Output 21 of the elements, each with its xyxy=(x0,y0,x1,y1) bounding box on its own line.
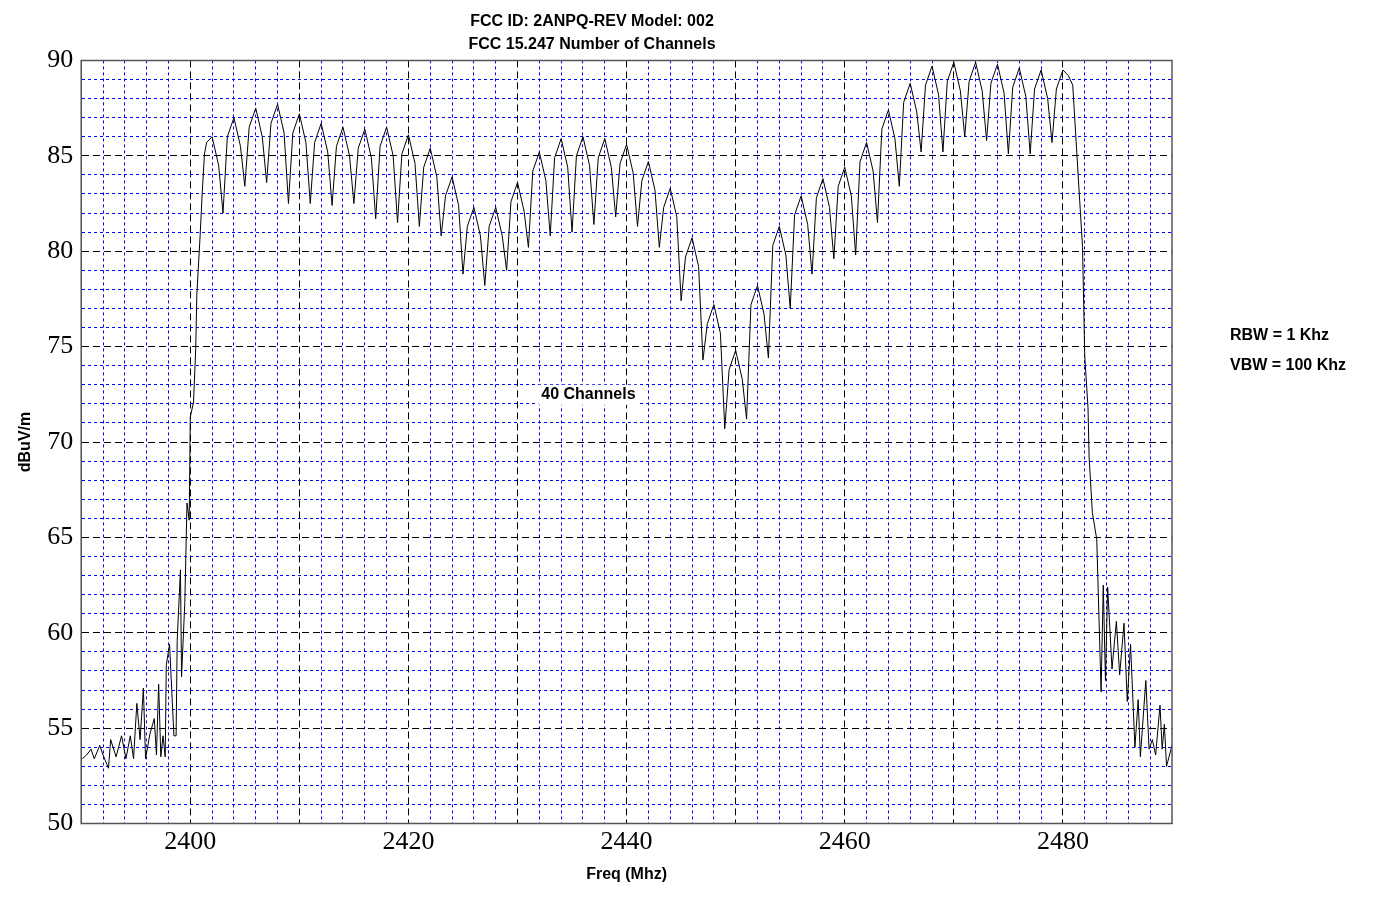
x-axis-title: Freq (Mhz) xyxy=(586,864,668,882)
y-tick-label: 90 xyxy=(47,44,74,74)
chart-subtitle: FCC 15.247 Number of Channels xyxy=(468,35,716,53)
y-tick-label: 70 xyxy=(47,425,74,455)
text: VBW = 100 Khz xyxy=(1230,355,1347,373)
y-axis-title: dBuV/m xyxy=(16,411,34,473)
x-tick-label: 2460 xyxy=(818,826,871,856)
y-tick-label: 60 xyxy=(47,616,74,646)
y-tick-label: 85 xyxy=(47,139,74,169)
y-tick-label: 55 xyxy=(47,712,74,742)
chart-title: FCC ID: 2ANPQ-REV Model: 002 xyxy=(470,12,714,30)
x-tick-label: 2440 xyxy=(600,826,653,856)
x-tick-label: 2480 xyxy=(1036,826,1089,856)
y-tick-label: 65 xyxy=(47,521,74,551)
y-tick-label: 50 xyxy=(47,807,74,837)
annotation: 40 Channels xyxy=(541,385,636,403)
y-tick-label: 75 xyxy=(47,330,74,360)
x-tick-label: 2420 xyxy=(382,826,435,856)
text: RBW = 1 Khz xyxy=(1230,325,1330,343)
x-tick-label: 2400 xyxy=(164,826,217,856)
y-tick-label: 80 xyxy=(47,235,74,265)
